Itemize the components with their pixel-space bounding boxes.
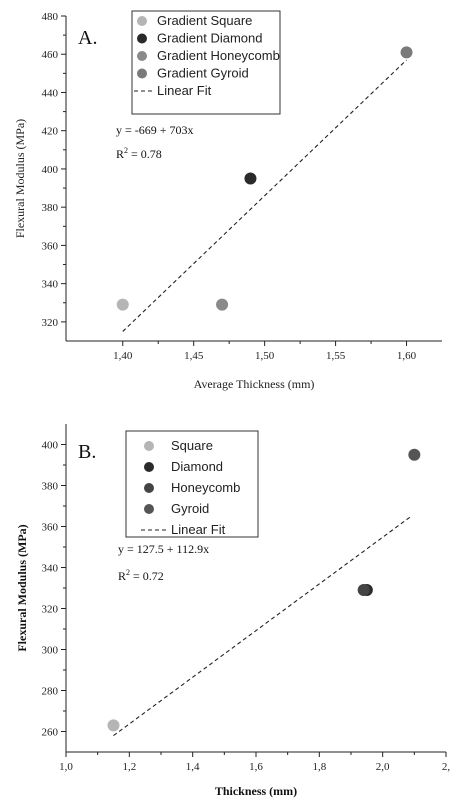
legend-label: Gradient Honeycomb (157, 48, 280, 63)
linear-fit-line (122, 59, 407, 332)
y-tick-label: 380 (42, 481, 59, 493)
legend-box (131, 10, 281, 115)
legend-label: Linear Fit (171, 522, 226, 537)
y-tick-label: 340 (42, 563, 59, 575)
fit-r-squared: R2 = 0.78 (116, 146, 162, 161)
y-tick-label: 460 (42, 49, 59, 61)
x-tick-label: 1,60 (397, 350, 417, 362)
legend-label: Honeycomb (171, 480, 240, 495)
y-tick-label: 320 (42, 317, 59, 329)
data-point-square (107, 719, 120, 732)
x-tick-label: 2,0 (376, 761, 390, 773)
x-tick-label: 1,40 (113, 350, 133, 362)
y-tick-label: 480 (42, 11, 59, 23)
x-tick-label: 1,4 (186, 761, 200, 773)
legend-label: Linear Fit (157, 83, 212, 98)
y-tick-label: 260 (42, 727, 59, 739)
x-tick-label: 1,50 (255, 350, 275, 362)
panel-label: A. (78, 27, 97, 49)
legend-label: Gradient Diamond (157, 31, 263, 46)
legend-marker (137, 51, 147, 61)
y-tick-label: 360 (42, 522, 59, 534)
linear-fit-line (113, 515, 412, 737)
data-point-gradient-square (116, 298, 129, 311)
legend-label: Diamond (171, 459, 223, 474)
legend-label: Square (171, 438, 213, 453)
y-tick-label: 380 (42, 202, 59, 214)
y-tick-label: 400 (42, 164, 59, 176)
x-tick-label: 1,45 (184, 350, 204, 362)
legend-label: Gyroid (171, 501, 209, 516)
data-point-gyroid (408, 448, 421, 461)
legend-marker (137, 33, 147, 44)
y-tick-label: 420 (42, 126, 59, 138)
legend-marker (144, 462, 154, 472)
y-tick-label: 400 (42, 440, 59, 452)
panel-label: B. (78, 441, 96, 463)
fit-r-squared: R2 = 0.72 (118, 568, 164, 583)
legend-marker (144, 504, 154, 514)
y-tick-label: 320 (42, 604, 59, 616)
legend-marker (144, 483, 154, 493)
y-axis-label: Flexural Modulus (MPa) (15, 524, 29, 651)
data-point-gradient-honeycomb (216, 298, 229, 311)
y-tick-label: 340 (42, 279, 59, 291)
legend-marker (144, 441, 154, 451)
legend-marker (137, 68, 147, 79)
x-axis-label: Thickness (mm) (215, 784, 297, 798)
y-tick-label: 440 (42, 87, 59, 99)
data-point-gradient-gyroid (400, 46, 413, 59)
data-point-honeycomb (357, 584, 370, 597)
y-axis-label: Flexural Modulus (MPa) (13, 119, 27, 238)
legend-label: Gradient Gyroid (157, 66, 249, 81)
x-tick-label: 2, (442, 761, 451, 773)
x-tick-label: 1,6 (249, 761, 263, 773)
fit-equation: y = 127.5 + 112.9x (118, 542, 209, 556)
data-point-gradient-diamond (244, 172, 257, 185)
x-tick-label: 1,0 (59, 761, 73, 773)
x-tick-label: 1,8 (312, 761, 326, 773)
x-tick-label: 1,55 (326, 350, 346, 362)
legend-marker (137, 16, 147, 26)
y-tick-label: 280 (42, 686, 59, 698)
fit-equation: y = -669 + 703x (116, 123, 194, 137)
legend-label: Gradient Square (157, 13, 252, 28)
y-tick-label: 360 (42, 240, 59, 252)
y-tick-label: 300 (42, 645, 59, 657)
x-axis-label: Average Thickness (mm) (194, 377, 315, 391)
x-tick-label: 1,2 (122, 761, 136, 773)
